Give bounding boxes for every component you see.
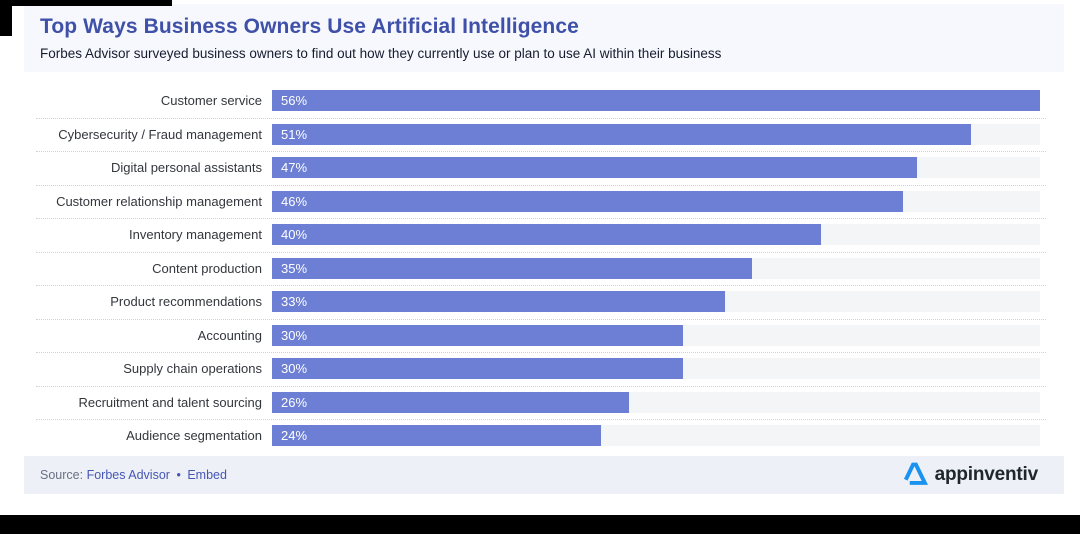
bar-row: Audience segmentation 24% xyxy=(0,419,1080,453)
bar-value-label: 30% xyxy=(281,361,308,377)
bar: 24% xyxy=(272,425,602,447)
letterbox-top-left-bar xyxy=(0,0,172,6)
page-title: Top Ways Business Owners Use Artificial … xyxy=(40,15,579,38)
letterbox-bottom-bar xyxy=(0,515,1080,534)
category-label: Accounting xyxy=(197,327,262,343)
appinventiv-logo[interactable]: appinventiv xyxy=(901,460,1038,491)
source-link-forbes-advisor[interactable]: Forbes Advisor xyxy=(86,468,170,482)
bar-row: Product recommendations 33% xyxy=(0,285,1080,319)
bar-track: 33% xyxy=(272,291,1040,313)
bar-value-label: 30% xyxy=(281,327,308,343)
bar-row: Content production 35% xyxy=(0,252,1080,286)
category-label: Customer service xyxy=(160,93,262,109)
appinventiv-logo-text: appinventiv xyxy=(934,464,1039,485)
category-label: Cybersecurity / Fraud management xyxy=(58,126,262,142)
bar: 56% xyxy=(272,90,1040,112)
bar: 26% xyxy=(272,391,629,413)
bar-row: Customer relationship management 46% xyxy=(0,185,1080,219)
bar: 51% xyxy=(272,123,972,145)
bar: 40% xyxy=(272,224,821,246)
bar-track: 35% xyxy=(272,257,1040,279)
category-label: Digital personal assistants xyxy=(110,160,262,176)
bar: 30% xyxy=(272,358,684,380)
embed-link[interactable]: Embed xyxy=(187,468,227,482)
bar-row: Supply chain operations 30% xyxy=(0,352,1080,386)
bar-track: 47% xyxy=(272,157,1040,179)
bar: 46% xyxy=(272,190,903,212)
bar-track: 26% xyxy=(272,391,1040,413)
bar-row: Recruitment and talent sourcing 26% xyxy=(0,386,1080,420)
source-label: Source: xyxy=(40,468,84,482)
bar: 33% xyxy=(272,291,725,313)
bar-row: Digital personal assistants 47% xyxy=(0,151,1080,185)
bar-track: 46% xyxy=(272,190,1040,212)
bar-value-label: 51% xyxy=(281,126,308,142)
bar-row: Inventory management 40% xyxy=(0,218,1080,252)
appinventiv-logo-icon xyxy=(901,460,928,491)
header-card: Top Ways Business Owners Use Artificial … xyxy=(24,4,1064,72)
bar: 30% xyxy=(272,324,684,346)
bar-value-label: 47% xyxy=(281,160,308,176)
bar-value-label: 26% xyxy=(281,394,308,410)
bar-value-label: 56% xyxy=(281,93,308,109)
page-background: Top Ways Business Owners Use Artificial … xyxy=(0,0,1080,515)
page-subtitle: Forbes Advisor surveyed business owners … xyxy=(40,46,722,61)
category-label: Customer relationship management xyxy=(56,193,262,209)
category-label: Recruitment and talent sourcing xyxy=(78,394,262,410)
letterbox-left-edge xyxy=(0,0,12,36)
bar-chart: Customer service 56% Cybersecurity / Fra… xyxy=(0,84,1080,453)
category-label: Content production xyxy=(152,260,262,276)
bar-value-label: 40% xyxy=(281,227,308,243)
bar-row: Customer service 56% xyxy=(0,84,1080,118)
bar-track: 40% xyxy=(272,224,1040,246)
source-attribution: Source: Forbes Advisor • Embed xyxy=(40,468,227,482)
bar-value-label: 33% xyxy=(281,294,308,310)
bar-row: Accounting 30% xyxy=(0,319,1080,353)
bar: 35% xyxy=(272,257,752,279)
bar-value-label: 35% xyxy=(281,260,308,276)
bar-track: 30% xyxy=(272,324,1040,346)
category-label: Product recommendations xyxy=(110,294,262,310)
source-separator-dot: • xyxy=(176,468,181,482)
bar-track: 24% xyxy=(272,425,1040,447)
bar-value-label: 46% xyxy=(281,193,308,209)
category-label: Inventory management xyxy=(129,227,262,243)
bar-row: Cybersecurity / Fraud management 51% xyxy=(0,118,1080,152)
category-label: Supply chain operations xyxy=(123,361,262,377)
bar-track: 51% xyxy=(272,123,1040,145)
bar: 47% xyxy=(272,157,917,179)
footer-bar: Source: Forbes Advisor • Embed appinvent… xyxy=(24,456,1064,494)
bar-track: 56% xyxy=(272,90,1040,112)
bar-value-label: 24% xyxy=(281,428,308,444)
bar-track: 30% xyxy=(272,358,1040,380)
category-label: Audience segmentation xyxy=(126,428,262,444)
